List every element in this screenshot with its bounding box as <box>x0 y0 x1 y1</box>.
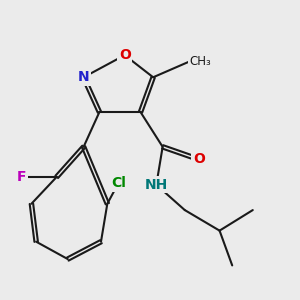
Text: F: F <box>17 170 27 184</box>
Text: CH₃: CH₃ <box>190 55 211 68</box>
Text: N: N <box>78 70 89 84</box>
Text: O: O <box>119 48 130 62</box>
Text: NH: NH <box>145 178 168 192</box>
Text: Cl: Cl <box>111 176 126 190</box>
Text: O: O <box>193 152 205 167</box>
